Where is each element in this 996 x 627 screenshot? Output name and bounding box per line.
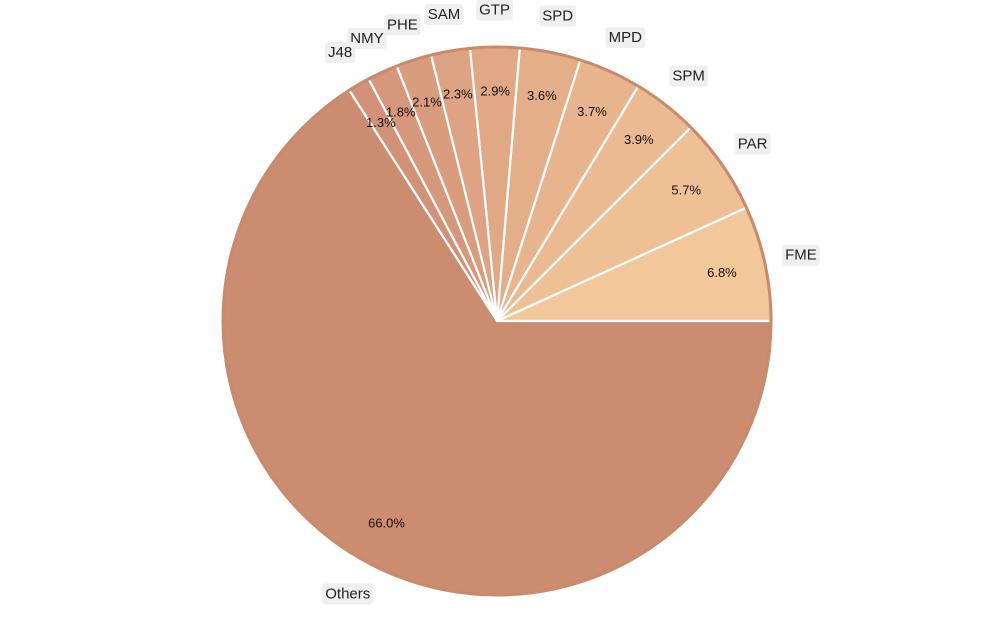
category-label-background bbox=[605, 27, 646, 49]
category-label-background bbox=[383, 14, 421, 36]
percent-label-nmy: 1.8% bbox=[386, 104, 416, 119]
category-label-j48: J48 bbox=[325, 41, 356, 63]
category-label-text: MPD bbox=[609, 29, 643, 46]
percent-label-fme: 6.8% bbox=[707, 265, 737, 280]
category-label-text: NMY bbox=[350, 30, 383, 47]
category-label-background bbox=[782, 244, 820, 266]
category-label-background bbox=[476, 0, 513, 21]
category-label-background bbox=[322, 583, 374, 605]
category-label-text: GTP bbox=[479, 2, 510, 19]
percent-labels: 6.8% 5.7% 3.9% 3.7% 3.6% 2.9% 2.3%2.1%1.8%1.3%… bbox=[366, 83, 737, 530]
category-label-text: SPM bbox=[672, 68, 705, 85]
category-label-text: Others bbox=[325, 585, 370, 602]
category-label-text: J48 bbox=[328, 44, 352, 61]
category-label-spm: SPM bbox=[669, 65, 708, 87]
category-label-sam: SAM bbox=[424, 4, 464, 26]
category-label-fme: FME bbox=[782, 244, 820, 266]
category-label-background bbox=[424, 4, 464, 26]
category-label-others: Others bbox=[322, 583, 374, 605]
category-label-text: PHE bbox=[387, 16, 418, 33]
category-label-text: FME bbox=[785, 247, 817, 264]
category-label-background bbox=[734, 133, 771, 155]
category-label-par: PAR bbox=[734, 133, 771, 155]
category-label-text: SAM bbox=[428, 6, 461, 23]
percent-label-gtp: 2.9% bbox=[480, 83, 510, 98]
percent-label-others: 66.0% bbox=[368, 515, 405, 530]
category-label-text: PAR bbox=[738, 135, 768, 152]
category-label-text: SPD bbox=[542, 7, 573, 24]
category-label-nmy: NMY bbox=[347, 28, 387, 50]
percent-label-phe: 2.1% bbox=[412, 94, 442, 109]
category-label-gtp: GTP bbox=[476, 0, 513, 21]
category-label-background bbox=[669, 65, 708, 87]
percent-label-par: 5.7% bbox=[671, 182, 701, 197]
category-label-background bbox=[325, 41, 356, 63]
pie-slices bbox=[221, 45, 773, 597]
percent-label-mpd: 3.7% bbox=[577, 104, 607, 119]
category-label-spd: SPD bbox=[539, 5, 577, 27]
category-label-background bbox=[347, 28, 387, 50]
category-label-phe: PHE bbox=[383, 14, 421, 36]
percent-label-j48: 1.3% bbox=[366, 115, 396, 130]
category-label-mpd: MPD bbox=[605, 27, 646, 49]
category-label-background bbox=[539, 5, 577, 27]
percent-label-spd: 3.6% bbox=[527, 88, 557, 103]
pie-outline bbox=[221, 45, 773, 597]
percent-label-sam: 2.3% bbox=[443, 87, 473, 102]
percent-label-spm: 3.9% bbox=[624, 132, 654, 147]
